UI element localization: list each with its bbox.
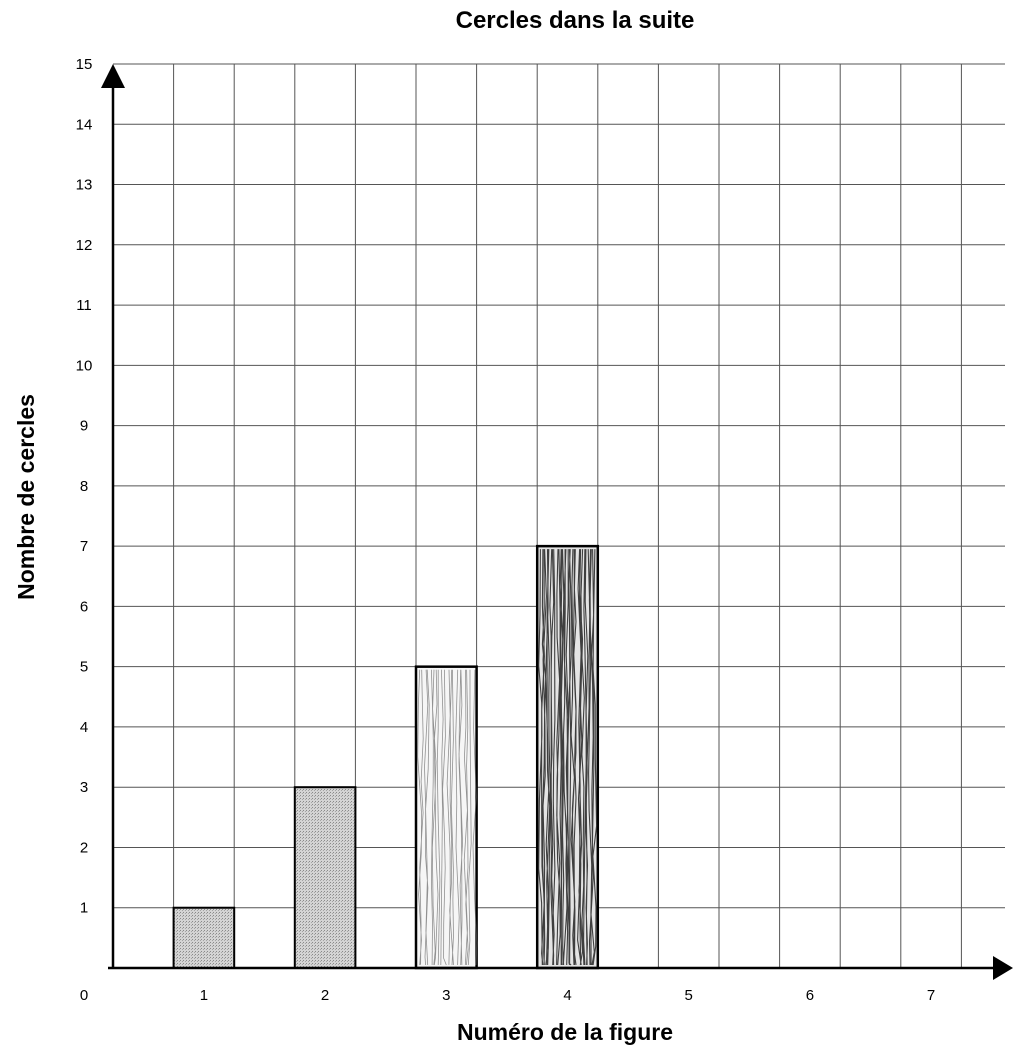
x-tick-labels: 1 2 3 4 5 6 7 (200, 987, 936, 1004)
y-axis-arrow-icon (101, 64, 125, 88)
bar (172, 906, 236, 970)
y-tick-label: 12 (76, 237, 93, 254)
x-tick-label: 5 (685, 987, 693, 1004)
y-axis-title: Nombre de cercles (13, 394, 39, 600)
x-tick-label: 3 (442, 987, 450, 1004)
y-tick-label: 11 (76, 297, 92, 314)
x-axis-title: Numéro de la figure (457, 1019, 673, 1045)
bar-fill (172, 906, 236, 970)
y-tick-label: 4 (80, 719, 88, 736)
axes (101, 64, 1013, 980)
x-tick-label: 1 (200, 987, 208, 1004)
x-axis-arrow-icon (993, 956, 1013, 980)
bar-shading (538, 549, 598, 966)
y-tick-label: 13 (76, 177, 93, 194)
x-tick-label: 6 (806, 987, 814, 1004)
y-tick-label: 3 (80, 779, 88, 796)
origin-label: 0 (80, 987, 88, 1004)
y-tick-label: 14 (76, 116, 93, 133)
bars (172, 544, 600, 970)
y-tick-label: 7 (80, 538, 88, 555)
bar (414, 665, 478, 970)
y-tick-label: 15 (76, 56, 93, 73)
y-tick-label: 8 (80, 478, 88, 495)
y-tick-label: 9 (80, 418, 88, 435)
y-tick-label: 2 (80, 839, 88, 856)
x-tick-label: 4 (563, 987, 571, 1004)
x-tick-label: 7 (927, 987, 935, 1004)
bar-shading (417, 669, 478, 966)
bar (535, 544, 600, 970)
chart-title: Cercles dans la suite (456, 7, 695, 34)
y-tick-label: 1 (80, 900, 88, 917)
bar (293, 786, 357, 970)
y-tick-label: 5 (80, 659, 88, 676)
x-tick-label: 2 (321, 987, 329, 1004)
y-tick-label: 10 (76, 357, 93, 374)
bar-fill (293, 786, 357, 970)
y-tick-label: 6 (80, 598, 88, 615)
